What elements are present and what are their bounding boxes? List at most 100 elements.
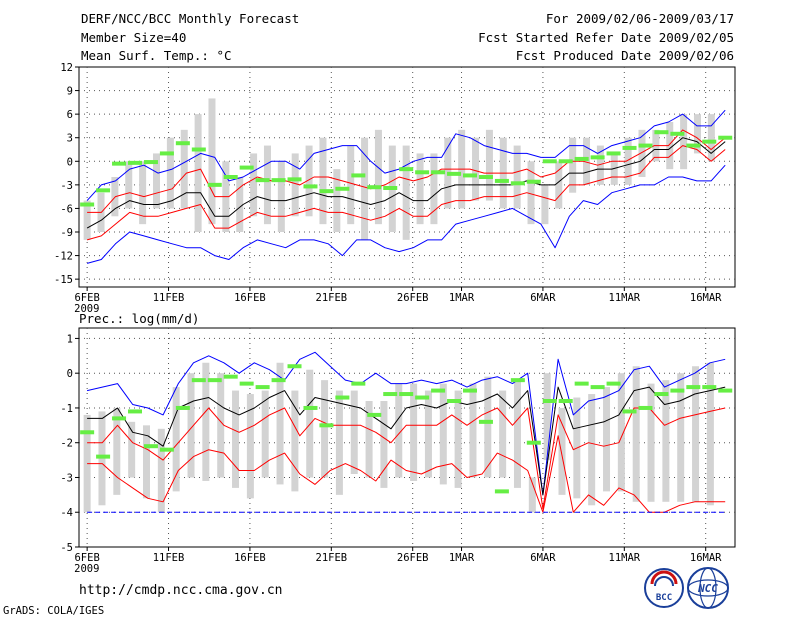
ensemble-box bbox=[543, 373, 551, 461]
ensemble-box bbox=[277, 161, 285, 232]
ensemble-box bbox=[706, 362, 714, 506]
climatology-mark bbox=[112, 161, 127, 166]
source-url[interactable]: http://cmdp.ncc.cma.gov.cn bbox=[79, 583, 283, 598]
ensemble-box bbox=[416, 153, 424, 225]
climatology-mark bbox=[143, 160, 158, 165]
climatology-mark bbox=[558, 159, 573, 164]
ensemble-box bbox=[603, 387, 611, 492]
climatology-mark bbox=[80, 202, 95, 207]
ensemble-box bbox=[83, 200, 91, 240]
climatology-mark bbox=[96, 188, 111, 193]
climatology-mark bbox=[447, 399, 462, 403]
ensemble-box bbox=[113, 407, 121, 495]
y-tick-label: 3 bbox=[67, 133, 73, 145]
x-tick-label: 16MAR bbox=[690, 292, 722, 304]
y-tick-label: -1 bbox=[60, 403, 73, 415]
climatology-mark bbox=[718, 388, 733, 393]
climatology-mark bbox=[654, 392, 669, 397]
ensemble-box bbox=[217, 373, 225, 478]
climatology-mark bbox=[127, 409, 142, 414]
ensemble-box bbox=[374, 129, 382, 225]
ensemble-box bbox=[208, 98, 216, 225]
climatology-mark bbox=[510, 181, 525, 186]
ensemble-box bbox=[187, 373, 195, 478]
y-tick-label: 12 bbox=[60, 62, 73, 74]
ensemble-box bbox=[246, 394, 254, 499]
climatology-mark bbox=[462, 388, 477, 393]
x-tick-label: 6FEB bbox=[74, 552, 99, 564]
chart-title: DERF/NCC/BCC Monthly Forecast bbox=[81, 11, 300, 26]
ensemble-box bbox=[180, 129, 188, 209]
ensemble-box bbox=[291, 153, 299, 217]
ensemble-box bbox=[662, 380, 670, 502]
ensemble-box bbox=[142, 425, 150, 499]
ensemble-box bbox=[528, 477, 536, 513]
climatology-mark bbox=[574, 381, 589, 386]
climatology-mark bbox=[319, 189, 334, 194]
y-tick-label: 0 bbox=[67, 156, 73, 168]
climatology-mark bbox=[686, 385, 701, 390]
plot-frame bbox=[78, 66, 736, 288]
y-tick-label: -12 bbox=[54, 251, 73, 263]
y-tick-label: -2 bbox=[60, 438, 73, 450]
ensemble-box bbox=[693, 114, 701, 154]
climatology-mark bbox=[191, 147, 206, 152]
series-line-min bbox=[86, 164, 726, 264]
x-tick-label: 11MAR bbox=[609, 552, 641, 564]
ensemble-box bbox=[638, 129, 646, 177]
climatology-mark bbox=[526, 179, 541, 184]
series-line-lower bbox=[86, 145, 726, 241]
climatology-mark bbox=[303, 405, 318, 410]
climatology-mark bbox=[494, 178, 509, 183]
started-date: Fcst Started Refer Date 2009/02/05 bbox=[478, 30, 734, 45]
climatology-mark bbox=[510, 378, 525, 383]
ensemble-box bbox=[335, 390, 343, 495]
climatology-mark bbox=[159, 447, 174, 452]
ensemble-box bbox=[395, 383, 403, 478]
climatology-mark bbox=[462, 173, 477, 178]
ensemble-box bbox=[569, 137, 577, 193]
ensemble-box bbox=[166, 137, 174, 209]
x-tick-label: 11FEB bbox=[153, 552, 185, 564]
ensemble-box bbox=[666, 122, 674, 170]
ensemble-box bbox=[261, 390, 269, 478]
x-tick-label: 16FEB bbox=[234, 552, 266, 564]
ensemble-box bbox=[424, 390, 432, 478]
ensemble-box bbox=[439, 383, 447, 485]
climatology-mark bbox=[399, 167, 414, 172]
climatology-mark bbox=[638, 143, 653, 148]
x-tick-label: 16FEB bbox=[234, 292, 266, 304]
ensemble-box bbox=[677, 373, 685, 502]
climatology-mark bbox=[303, 184, 318, 189]
climatology-mark bbox=[542, 159, 557, 164]
ensemble-box bbox=[454, 390, 462, 488]
climatology-mark bbox=[207, 182, 222, 187]
x-tick-label: 2009 bbox=[74, 303, 99, 315]
ensemble-box bbox=[596, 145, 604, 185]
y-tick-label: -5 bbox=[60, 542, 73, 554]
climatology-mark bbox=[702, 139, 717, 144]
ensemble-box bbox=[513, 145, 521, 209]
climatology-mark bbox=[191, 378, 206, 383]
x-tick-label: 1MAR bbox=[449, 292, 475, 304]
climatology-mark bbox=[654, 130, 669, 135]
climatology-mark bbox=[478, 419, 493, 424]
climatology-mark bbox=[159, 151, 174, 156]
ensemble-box bbox=[236, 177, 244, 232]
climatology-mark bbox=[96, 454, 111, 459]
climatology-mark bbox=[319, 423, 334, 428]
climatology-mark bbox=[431, 388, 446, 393]
ensemble-box bbox=[632, 366, 640, 502]
x-tick-label: 11FEB bbox=[153, 292, 185, 304]
climatology-mark bbox=[558, 399, 573, 403]
climatology-mark bbox=[239, 381, 254, 386]
plot-frame bbox=[78, 327, 736, 548]
climatology-mark bbox=[383, 186, 398, 190]
y-tick-label: 9 bbox=[67, 86, 73, 98]
x-tick-label: 2009 bbox=[74, 563, 99, 575]
climatology-mark bbox=[80, 430, 95, 435]
climatology-mark bbox=[239, 165, 254, 170]
ensemble-box bbox=[157, 428, 165, 513]
